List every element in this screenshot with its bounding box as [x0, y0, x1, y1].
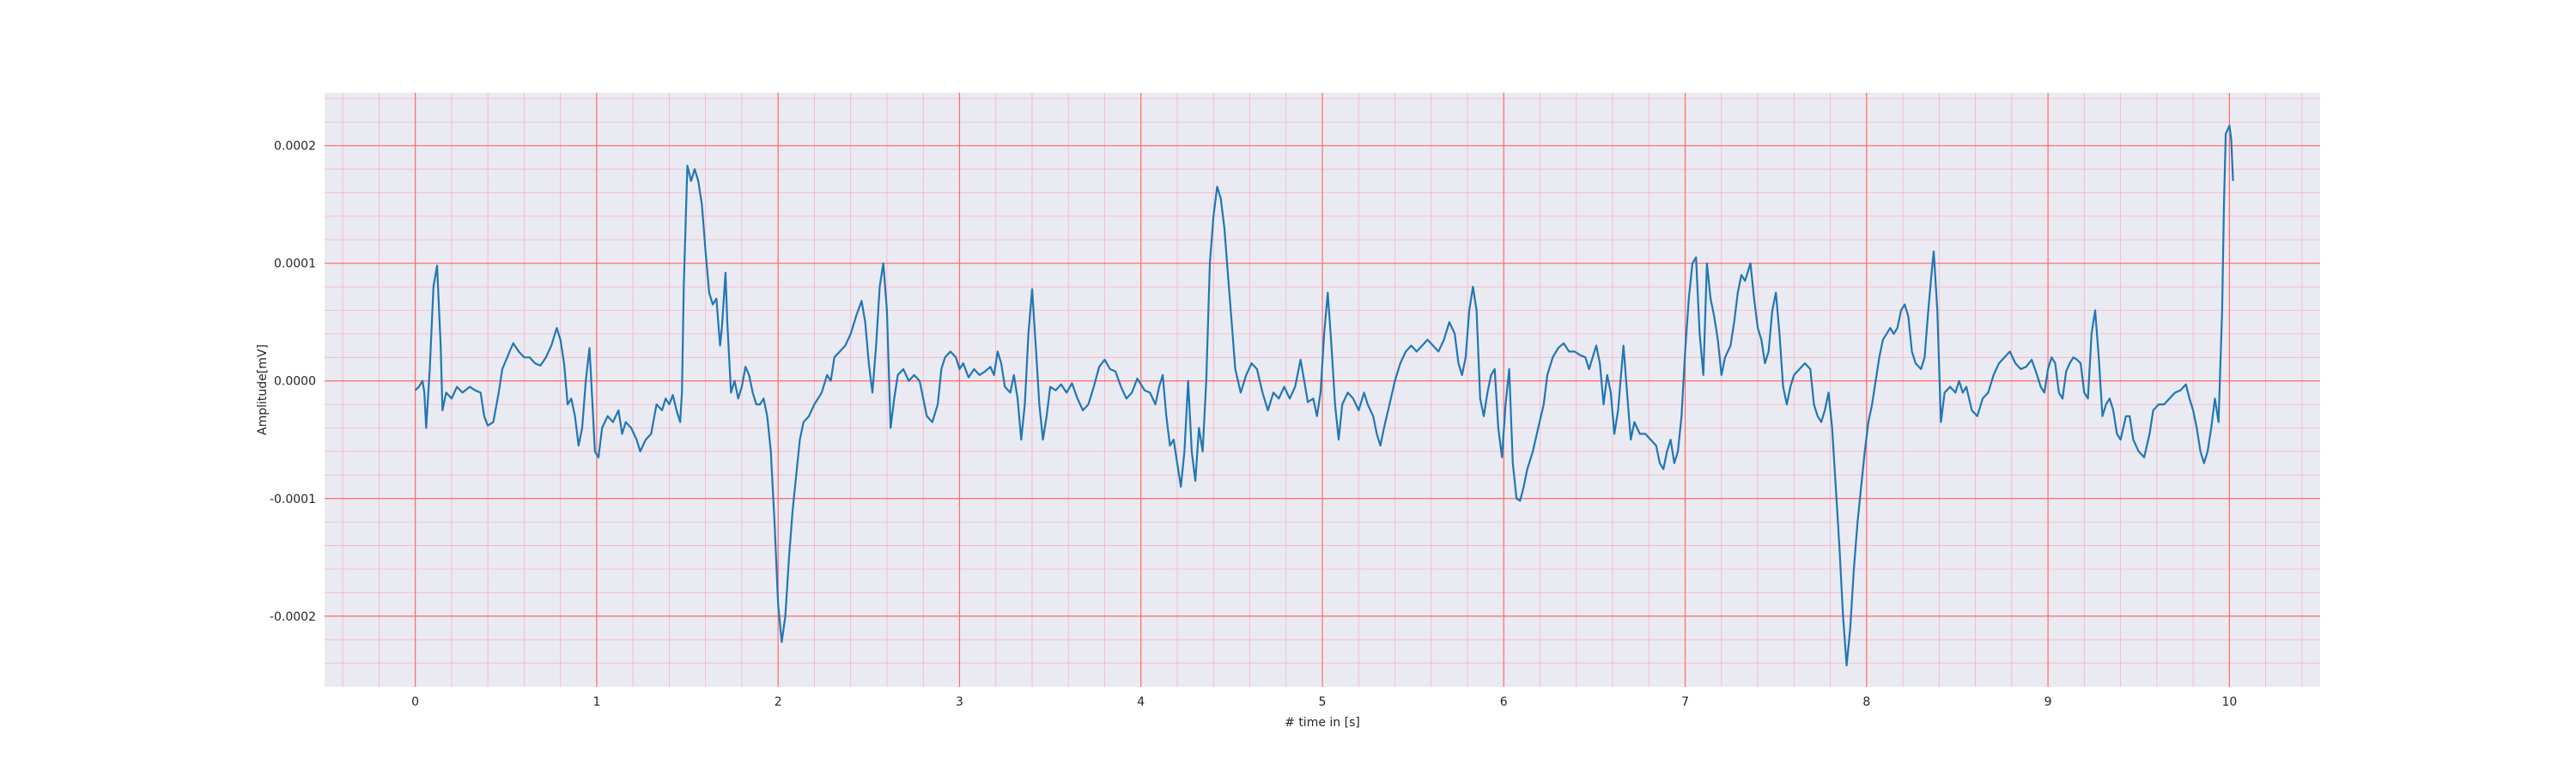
x-tick-label: 0: [411, 695, 419, 709]
series-line-0: [414, 124, 2234, 667]
series-group: [414, 124, 2234, 667]
x-tick-label: 10: [2221, 695, 2237, 709]
x-tick-label: 1: [592, 695, 600, 709]
y-tick-label: -0.0001: [270, 493, 316, 506]
y-tick-label: -0.0002: [270, 610, 316, 624]
x-tick-label: 6: [1500, 695, 1508, 709]
x-tick-label: 4: [1137, 695, 1145, 709]
y-tick-label: 0.0001: [274, 258, 316, 271]
y-axis-label: Amplitude[mV]: [256, 344, 270, 435]
x-axis-label: # time in [s]: [1285, 716, 1360, 730]
x-tick-label: 8: [1862, 695, 1870, 709]
y-axis-ticks: -0.0002 -0.0001 0.0000 0.0001 0.0002: [270, 140, 316, 624]
y-tick-label: 0.0002: [274, 140, 316, 154]
x-tick-label: 5: [1319, 695, 1327, 709]
x-axis-ticks: 0 1 2 3 4 5 6 7 8 9 10: [411, 695, 2237, 709]
x-tick-label: 3: [956, 695, 963, 709]
x-tick-label: 2: [775, 695, 782, 709]
x-tick-label: 9: [2044, 695, 2052, 709]
y-tick-label: 0.0000: [274, 375, 316, 389]
x-tick-label: 7: [1681, 695, 1689, 709]
